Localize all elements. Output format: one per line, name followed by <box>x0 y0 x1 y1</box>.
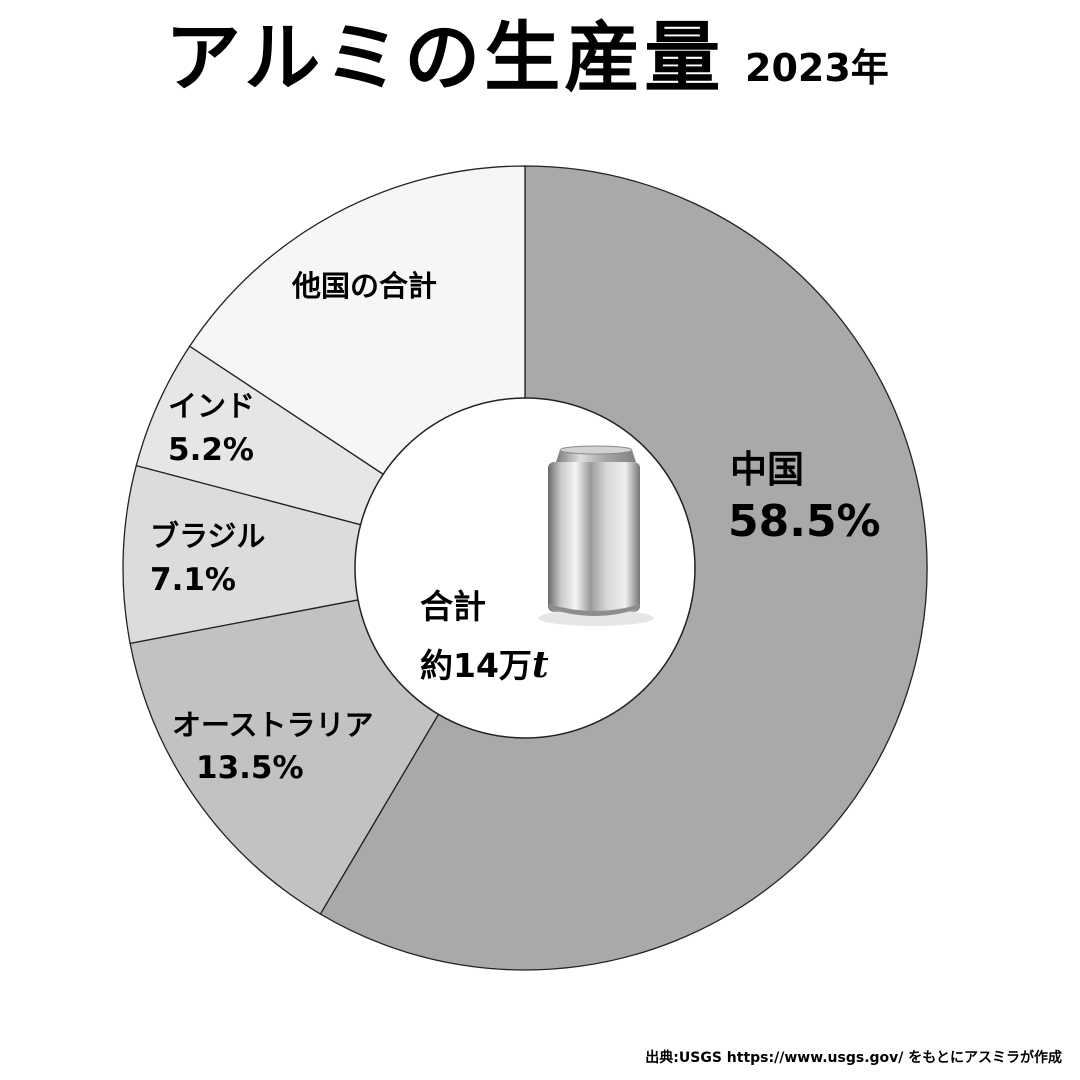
slice-percent-australia: 13.5% <box>196 750 304 786</box>
total-unit: t <box>532 644 549 686</box>
chart-title: アルミの生産量 <box>165 13 725 102</box>
total-label: 合計 <box>420 587 486 626</box>
slice-percent-india: 5.2% <box>168 432 254 468</box>
center-hole <box>354 397 696 739</box>
slice-label-brazil: ブラジル <box>150 519 265 553</box>
slice-label-australia: オーストラリア <box>172 708 374 742</box>
slice-label-china: 中国 <box>730 448 804 491</box>
slice-label-others: 他国の合計 <box>291 269 437 303</box>
source-note: 出典:USGS https://www.usgs.gov/ をもとにアスミラが作… <box>645 1050 1062 1066</box>
pie-slice-brazil <box>122 464 526 645</box>
slice-label-india: インド <box>168 389 255 423</box>
total-value-text: 約14万 <box>420 646 532 685</box>
aluminum-can-icon <box>538 445 654 626</box>
slice-percent-china: 58.5% <box>728 496 881 547</box>
slice-percent-brazil: 7.1% <box>150 562 236 598</box>
total-value: 約14万t <box>420 644 549 686</box>
chart-year: 2023年 <box>745 46 889 90</box>
